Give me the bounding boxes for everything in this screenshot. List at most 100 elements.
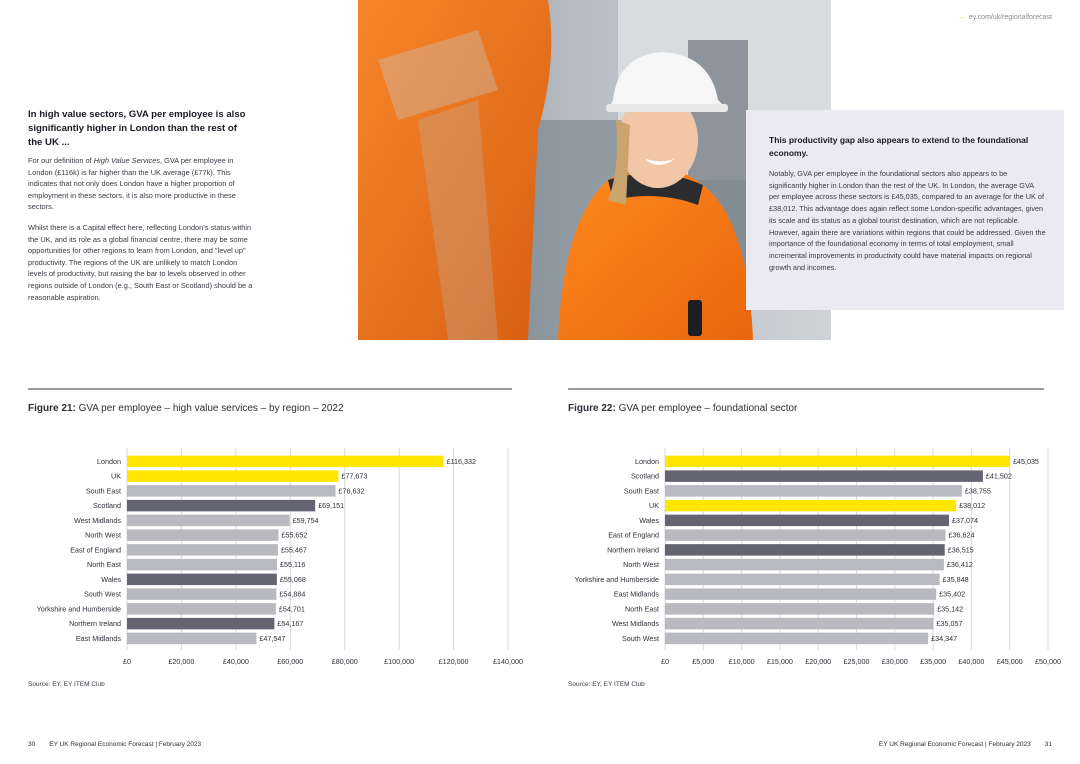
bar — [127, 455, 444, 468]
category-label: North West — [85, 531, 121, 540]
page-number-left: 30 — [28, 741, 36, 748]
figure-21-title: Figure 21: GVA per employee – high value… — [28, 403, 344, 414]
value-label: £35,848 — [943, 575, 969, 584]
category-label: East Midlands — [76, 634, 122, 643]
category-label: Yorkshire and Humberside — [575, 575, 659, 584]
page-number-right: 31 — [1044, 741, 1052, 748]
category-label: North West — [623, 560, 659, 569]
category-label: Scotland — [631, 472, 659, 481]
x-tick-label: £35,000 — [920, 657, 946, 666]
x-tick-label: £60,000 — [277, 657, 303, 666]
category-label: UK — [649, 501, 659, 510]
bar — [127, 558, 277, 571]
value-label: £55,116 — [280, 560, 305, 569]
category-label: East Midlands — [614, 590, 660, 599]
figure-21-source: Source: EY, EY ITEM Club — [28, 681, 105, 688]
arrow-right-icon: → — [957, 14, 965, 21]
value-label: £38,755 — [965, 486, 991, 495]
bar — [665, 588, 937, 600]
value-label: £55,652 — [281, 531, 307, 540]
bar — [127, 529, 279, 541]
x-tick-label: £20,000 — [805, 657, 831, 666]
regional-forecast-link[interactable]: → ey.com/uk/regionalforecast — [957, 14, 1052, 21]
x-tick-label: £25,000 — [844, 657, 870, 666]
value-label: £116,332 — [447, 457, 476, 466]
x-tick-label: £45,000 — [997, 657, 1023, 666]
category-label: West Midlands — [74, 516, 121, 525]
category-label: North East — [625, 604, 659, 613]
category-label: South East — [624, 486, 659, 495]
bar — [665, 455, 1010, 468]
footer-left: 30 EY UK Regional Economic Forecast | Feb… — [28, 741, 201, 748]
value-label: £45,035 — [1013, 457, 1039, 466]
figure-22-bar-chart: £0 £5,000 £10,000 £15,000 £20,000 £25,000 £30,… — [575, 448, 1061, 666]
x-tick-label: £80,000 — [332, 657, 358, 666]
footer-right-text: EY UK Regional Economic Forecast | Febru… — [878, 741, 1031, 748]
section-heading: In high value sectors, GVA per employee … — [28, 109, 246, 148]
x-tick-label: £50,000 — [1035, 657, 1061, 666]
category-label: Wales — [639, 516, 659, 525]
callout-body: Notably, GVA per employee in the foundat… — [769, 169, 1046, 272]
category-label: East of England — [608, 531, 659, 540]
figure-21-bar-chart: £0 £20,000 £40,000 £60,000 £80,000 £100,000 £1… — [37, 448, 523, 666]
bar — [127, 617, 275, 630]
value-label: £55,467 — [281, 545, 307, 554]
bar — [127, 514, 290, 527]
value-label: £36,624 — [949, 531, 975, 540]
bar — [665, 529, 946, 541]
category-label: West Midlands — [612, 619, 659, 628]
category-label: South East — [86, 486, 121, 495]
bar — [665, 603, 935, 615]
bar — [127, 470, 339, 482]
callout-title: This productivity gap also appears to ex… — [769, 135, 1029, 158]
value-label: £69,151 — [318, 501, 344, 510]
bar — [665, 544, 945, 556]
value-label: £54,884 — [279, 590, 305, 599]
bar — [127, 499, 316, 512]
value-label: £35,057 — [937, 619, 963, 628]
value-label: £36,515 — [948, 545, 974, 554]
value-label: £37,074 — [952, 516, 978, 525]
value-label: £47,547 — [259, 634, 285, 643]
bar — [665, 632, 929, 645]
value-label: £55,068 — [280, 575, 306, 584]
x-tick-label: £30,000 — [882, 657, 908, 666]
category-label: Yorkshire and Humberside — [37, 604, 121, 613]
category-label: Northern Ireland — [607, 545, 659, 554]
category-label: South West — [84, 590, 121, 599]
value-label: £54,701 — [279, 604, 305, 613]
bar — [665, 485, 962, 497]
x-tick-label: £0 — [661, 657, 669, 666]
bar — [665, 514, 949, 527]
value-label: £59,754 — [293, 516, 319, 525]
category-label: North East — [87, 560, 121, 569]
figure-22-rule — [568, 388, 1044, 390]
value-label: £77,673 — [341, 472, 367, 481]
bar — [127, 544, 278, 556]
footer-right: EY UK Regional Economic Forecast | Febru… — [879, 741, 1052, 748]
category-label: London — [635, 457, 659, 466]
figure-22-title: Figure 22: GVA per employee – foundation… — [568, 403, 798, 414]
workers-photo — [358, 0, 831, 340]
category-label: Scotland — [93, 501, 121, 510]
x-tick-label: £20,000 — [168, 657, 194, 666]
bar — [127, 485, 336, 497]
value-label: £41,502 — [986, 472, 1012, 481]
category-label: Wales — [101, 575, 121, 584]
figure-22-source: Source: EY, EY ITEM Club — [568, 681, 645, 688]
figure-21-rule — [28, 388, 512, 390]
value-label: £38,012 — [959, 501, 985, 510]
paragraph-high-value-services: For our definition of High Value Service… — [28, 156, 236, 212]
bar — [127, 588, 277, 600]
value-label: £35,402 — [939, 590, 965, 599]
x-tick-label: £15,000 — [767, 657, 793, 666]
paragraph-capital-effect: Whilst there is a Capital effect here, r… — [28, 223, 253, 302]
x-tick-label: £100,000 — [384, 657, 414, 666]
category-label: Northern Ireland — [69, 619, 121, 628]
value-label: £54,167 — [277, 619, 303, 628]
bar — [665, 499, 957, 512]
value-label: £76,632 — [339, 486, 365, 495]
category-label: UK — [111, 472, 121, 481]
bar — [127, 632, 257, 645]
foundational-economy-callout: This productivity gap also appears to ex… — [746, 110, 1064, 310]
